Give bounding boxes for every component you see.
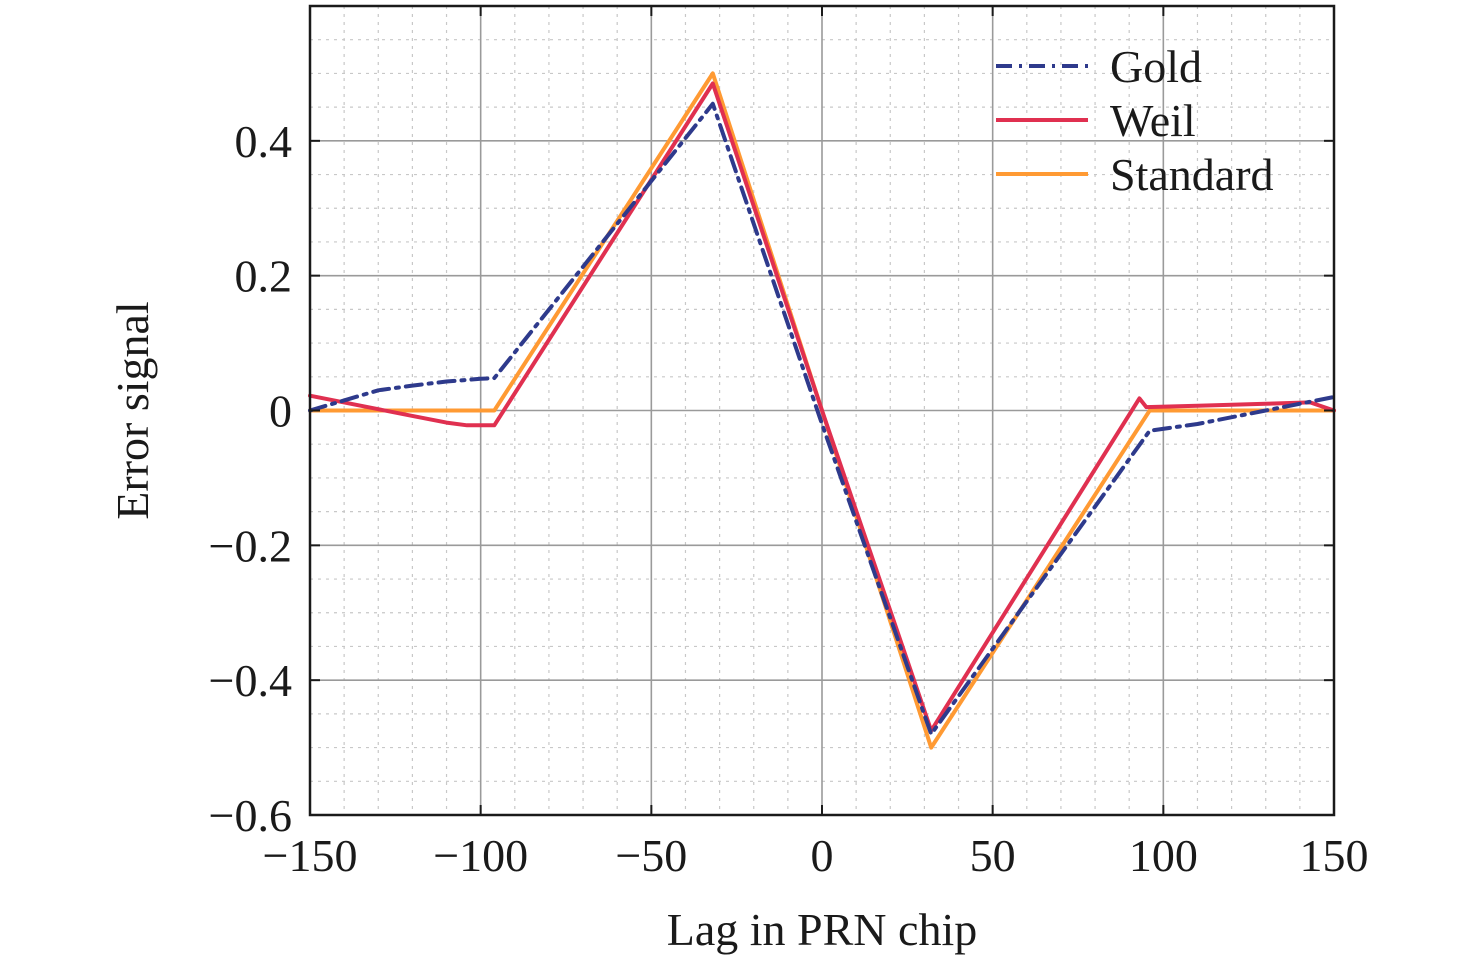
series-layer [308,71,1336,750]
series-line-gold [308,101,1336,737]
y-tick-label: 0.2 [235,251,293,302]
y-tick-label: −0.6 [209,790,292,841]
x-tick-label: 100 [1129,830,1198,881]
x-tick-label: 150 [1300,830,1369,881]
x-axis-label: Lag in PRN chip [667,904,977,955]
legend-label-gold: Gold [1110,41,1202,92]
x-tick-label: 0 [811,830,834,881]
x-tick-label: −150 [263,830,358,881]
ticks-layer: −150 −100 −50 0 50 100 150 −0.6 −0.4 −0.2 0 0.2 0.4 [209,6,1369,881]
y-tick-label: −0.4 [209,655,292,706]
y-tick-label: 0.4 [235,116,293,167]
legend-label-weil: Weil [1110,95,1196,146]
x-tick-label: 50 [970,830,1016,881]
series-line-weil [308,81,1336,733]
y-axis-label: Error signal [107,301,158,519]
y-tick-label: 0 [269,386,292,437]
x-tick-label: −50 [615,830,687,881]
legend-label-standard: Standard [1110,149,1274,200]
x-tick-label: −100 [433,830,528,881]
y-tick-label: −0.2 [209,520,292,571]
